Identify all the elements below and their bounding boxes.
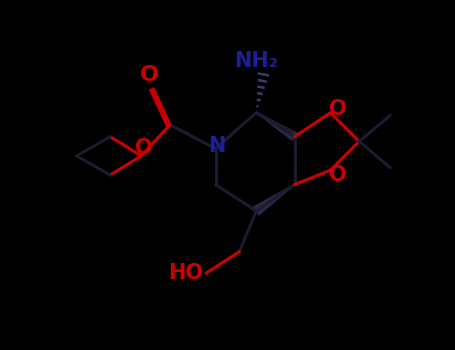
Text: O: O — [135, 138, 152, 158]
Polygon shape — [256, 113, 297, 140]
Text: O: O — [329, 165, 346, 185]
Polygon shape — [253, 184, 294, 215]
Text: N: N — [208, 136, 225, 156]
Text: HO: HO — [168, 263, 203, 283]
Text: O: O — [329, 99, 346, 119]
Text: NH₂: NH₂ — [234, 51, 278, 71]
Text: O: O — [140, 65, 159, 85]
